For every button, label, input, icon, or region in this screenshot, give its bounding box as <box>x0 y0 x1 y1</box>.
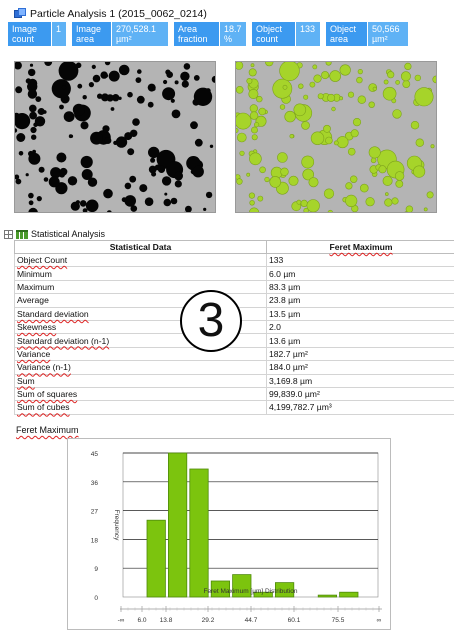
stat-value: 18.7% <box>220 22 246 46</box>
stat-value: 133 <box>296 22 320 46</box>
row-value: 182.7 µm² <box>266 346 454 362</box>
y-tick-label: 27 <box>91 509 99 516</box>
y-tick-label: 9 <box>94 566 98 573</box>
stat-label: Image area <box>72 22 112 46</box>
column-header-statistic: Statistical Data <box>14 240 267 254</box>
histogram-bar <box>317 594 337 598</box>
x-tick-label: -∞ <box>118 617 125 624</box>
table-row: Variance 182.7 µm² <box>14 346 454 362</box>
statistical-analysis-heading: Statistical Analysis <box>4 229 105 239</box>
x-tick-label: 75.5 <box>332 617 345 624</box>
statistics-table: Statistical Data Feret Maximum Object Co… <box>14 240 454 415</box>
row-value: 83.3 µm <box>266 279 454 295</box>
histogram-bar <box>168 452 188 598</box>
histogram-svg: 0 9 18 27 36 45 Frequency Feret Maximum [µm] Di… <box>91 451 382 624</box>
step-number-badge: 3 <box>180 290 242 352</box>
move-handle-icon[interactable] <box>4 229 13 239</box>
row-value: 133 <box>266 252 454 268</box>
row-value: 184.0 µm² <box>266 360 454 375</box>
stat-value: 270,528.1 µm² <box>112 22 168 46</box>
x-tick-label: ∞ <box>377 617 382 624</box>
x-axis-label: Feret Maximum [µm] Distribution <box>203 588 297 595</box>
table-row: Object Count 133 <box>14 252 454 268</box>
x-tick-label: 29.2 <box>202 617 215 624</box>
stat-value: 50,566 µm² <box>368 22 408 46</box>
y-axis-label: Frequency <box>113 510 120 541</box>
row-value: 23.8 µm <box>266 293 454 308</box>
x-tick-label: 60.1 <box>288 617 301 624</box>
row-value: 13.6 µm <box>266 333 454 348</box>
histogram-bar <box>210 580 230 598</box>
stat-label: Object area <box>326 22 368 46</box>
row-name: Sum of squares <box>14 386 267 402</box>
row-name: Sum <box>14 373 267 388</box>
histogram-bar <box>146 519 166 598</box>
histogram-bar <box>274 582 295 598</box>
row-value: 2.0 <box>266 319 454 335</box>
histogram-bar <box>232 574 252 598</box>
overlay-particle-svg <box>236 62 436 212</box>
row-value: 6.0 µm <box>266 266 454 281</box>
stat-label: Image count <box>8 22 52 46</box>
row-name: Variance <box>14 346 267 362</box>
y-tick-label: 0 <box>94 595 98 602</box>
row-value: 4,199,782.7 µm³ <box>266 400 454 415</box>
stat-value: 1 <box>52 22 66 46</box>
stat-object-area: Object area 50,566 µm² <box>326 22 408 46</box>
y-tick-label: 18 <box>91 537 99 544</box>
row-name: Object Count <box>14 252 267 268</box>
table-row: Variance (n-1) 184.0 µm² <box>14 360 454 375</box>
overlay-particle-image[interactable] <box>235 61 437 213</box>
window-title: Particle Analysis 1 (2015_0062_0214) <box>30 8 207 20</box>
stat-area-fraction: Area fraction 18.7% <box>174 22 246 46</box>
binary-particle-svg <box>15 62 215 212</box>
summary-stats: Image count 1 Image area 270,528.1 µm² Area… <box>8 22 408 46</box>
row-name: Sum of cubes <box>14 400 267 415</box>
histogram-title: Feret Maximum <box>16 425 79 435</box>
row-value: 3,169.8 µm <box>266 373 454 388</box>
histogram-bar <box>189 468 209 598</box>
row-value: 13.5 µm <box>266 306 454 321</box>
stat-image-count: Image count 1 <box>8 22 66 46</box>
table-row: Minimum 6.0 µm <box>14 266 454 281</box>
x-tick-label: 13.8 <box>160 617 173 624</box>
table-row: Sum 3,169.8 µm <box>14 373 454 388</box>
table-icon <box>16 229 28 239</box>
binary-particle-image[interactable] <box>14 61 216 213</box>
histogram-chart: 0 9 18 27 36 45 Frequency Feret Maximum [µm] Di… <box>67 438 391 630</box>
particle-analysis-icon <box>14 8 26 20</box>
row-name: Maximum <box>14 279 267 295</box>
x-tick-label: 6.0 <box>137 617 146 624</box>
row-name: Variance (n-1) <box>14 360 267 375</box>
y-tick-label: 36 <box>91 480 99 487</box>
table-row: Sum of squares 99,839.0 µm² <box>14 386 454 402</box>
window-title-bar: Particle Analysis 1 (2015_0062_0214) <box>14 6 207 22</box>
table-header-row: Statistical Data Feret Maximum <box>14 240 454 254</box>
statistical-analysis-label: Statistical Analysis <box>31 229 106 239</box>
stat-label: Object count <box>252 22 296 46</box>
y-tick-label: 45 <box>91 451 99 458</box>
row-value: 99,839.0 µm² <box>266 386 454 402</box>
stat-object-count: Object count 133 <box>252 22 320 46</box>
table-row: Sum of cubes 4,199,782.7 µm³ <box>14 400 454 415</box>
stat-label: Area fraction <box>174 22 220 46</box>
row-name: Minimum <box>14 266 267 281</box>
x-tick-label: 44.7 <box>245 617 258 624</box>
table-row: Maximum 83.3 µm <box>14 279 454 295</box>
stat-image-area: Image area 270,528.1 µm² <box>72 22 168 46</box>
histogram-bar <box>339 591 359 598</box>
column-header-feret-maximum: Feret Maximum <box>266 240 454 254</box>
histogram-bar <box>253 591 273 598</box>
